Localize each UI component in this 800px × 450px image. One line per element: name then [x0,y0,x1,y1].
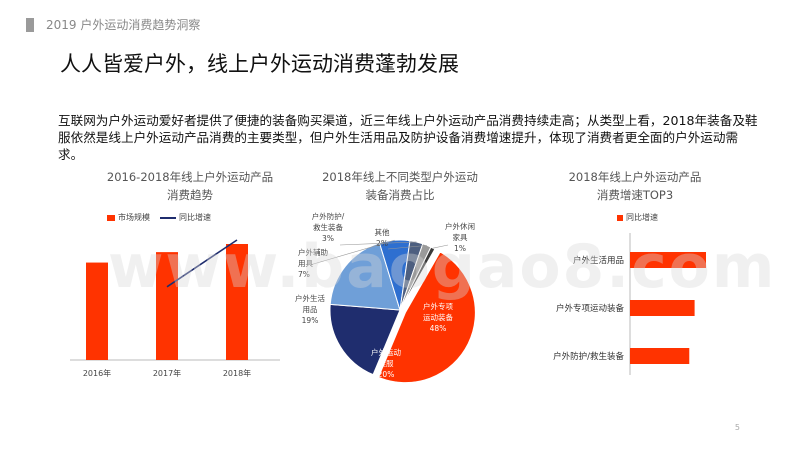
pie-label: 鞋服 [379,358,394,368]
chart3-title-line2: 消费增速TOP3 [596,188,674,202]
pie-label: 户外生活 [295,293,325,303]
bar-growth-2 [630,300,695,316]
pie-label: 运动装备 [423,312,453,322]
category-label: 户外专项运动装备 [556,303,625,314]
pie-label: 其他 [375,227,390,237]
pie-slice-2 [329,303,401,376]
bar-market-size-3 [226,244,248,360]
pie-leader-line [387,245,427,250]
pie-label: 48% [430,324,447,333]
header-marker [26,18,34,32]
pie-label: 户外休闲 [445,221,475,231]
pie-label: 户外防护/ [312,211,345,221]
pie-label: 户外专项 [423,301,453,311]
legend-label-market-size: 市场规模 [118,213,150,222]
pie-slice-3 [329,242,401,311]
legend-swatch-bar [107,214,115,221]
pie-label: 3% [322,234,334,243]
chart1-legend: 市场规模 同比增速 [107,212,211,223]
summary-paragraph: 互联网为户外运动爱好者提供了便捷的装备购买渠道，近三年线上户外运动产品消费持续走… [58,113,758,162]
chart1-plot: 2016年 2017年 2018年 [70,239,280,378]
report-header: 2019 户外运动消费趋势洞察 [46,18,201,32]
bar-market-size-2 [156,252,178,360]
legend-label-growth-rate: 同比增速 [626,213,658,222]
pie-leader-line [432,244,449,249]
category-label: 户外生活用品 [573,255,624,266]
chart3-title: 2018年线上户外运动产品 消费增速TOP3 [515,168,755,204]
chart2-title-line1: 2018年线上不同类型户外运动 [322,170,478,184]
pie-leader-line [339,241,417,246]
chart3-legend: 同比增速 [617,212,658,223]
pie-slice-1 [377,251,476,384]
legend-label-growth: 同比增速 [179,213,211,222]
x-tick-label: 2018年 [223,368,251,378]
pie-label: 用品 [303,305,318,314]
legend-swatch-line [160,216,176,219]
chart2-title-line2: 装备消费占比 [365,188,435,202]
x-tick-label: 2017年 [153,368,181,378]
pie-label: 1% [454,244,466,253]
pie-label: 户外辅助 [298,247,328,257]
x-tick-label: 2016年 [83,368,111,378]
series-growth-line [166,239,238,288]
pie-label: 家具 [453,232,468,242]
pie-label: 19% [302,316,319,325]
chart1-title-line1: 2016-2018年线上户外运动产品 [106,170,274,184]
chart1-title-line2: 消费趋势 [167,188,213,202]
category-label: 户外防护/救生装备 [553,351,624,362]
pie-label: 户外运动 [371,347,401,357]
pie-label: 救生装备 [313,222,343,232]
chart1-title: 2016-2018年线上户外运动产品 消费趋势 [70,168,310,204]
pie-leader-line [309,239,395,266]
page-title: 人人皆爱户外，线上户外运动消费蓬勃发展 [60,52,459,76]
chart2-title: 2018年线上不同类型户外运动 装备消费占比 [280,168,520,204]
bar-market-size-1 [86,262,108,360]
pie-label: 20% [378,370,395,379]
pie-label: 用具 [298,259,313,268]
chart3-title-line1: 2018年线上户外运动产品 [568,170,702,184]
page-number: 5 [734,423,740,432]
pie-label: 7% [298,270,310,279]
bar-growth-1 [630,252,706,268]
legend-swatch-growth [617,214,623,221]
bar-growth-3 [630,348,690,364]
